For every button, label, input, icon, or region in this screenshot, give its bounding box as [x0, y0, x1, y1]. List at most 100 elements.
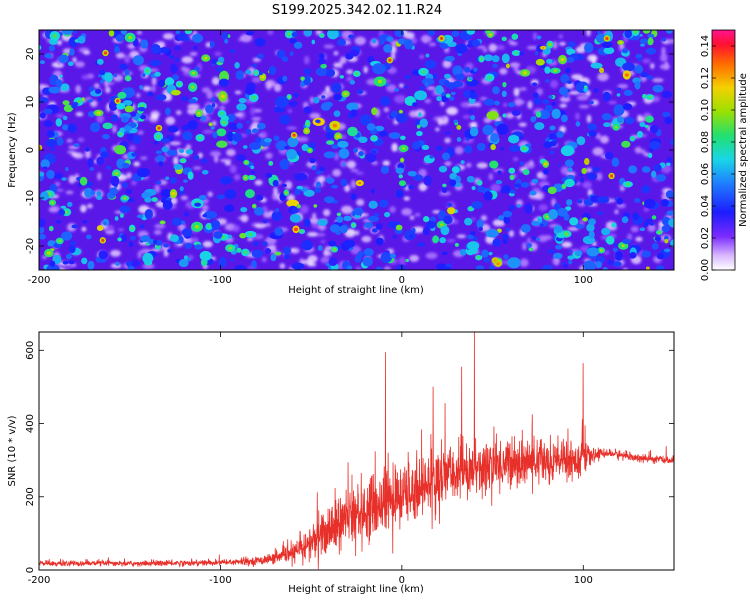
heatmap-spot [502, 210, 513, 218]
heatmap-spot [43, 108, 53, 115]
heatmap-blob [582, 181, 592, 189]
heatmap-spot [540, 223, 544, 227]
heatmap-spot [470, 231, 476, 236]
heatmap-spot [639, 34, 643, 37]
heatmap-blob [659, 63, 671, 70]
heatmap-spot [643, 221, 649, 228]
heatmap-spot [257, 122, 266, 130]
heatmap-blob [284, 180, 293, 190]
heatmap-spot [164, 77, 175, 86]
heatmap-spot [273, 135, 280, 142]
heatmap-spot [575, 121, 581, 127]
heatmap-blob [81, 226, 87, 232]
heatmap-spot [98, 250, 109, 260]
heatmap-spot [646, 75, 654, 80]
heatmap-spot [265, 172, 273, 178]
heatmap-blob [169, 141, 181, 146]
heatmap-spot [65, 166, 69, 172]
heatmap-spot [368, 200, 378, 209]
heatmap-spot [661, 198, 669, 207]
heatmap-spot [613, 243, 618, 247]
heatmap-spot [324, 196, 335, 204]
heatmap-blob [312, 212, 317, 219]
heatmap-blob [354, 36, 366, 46]
heatmap-spot [483, 257, 490, 263]
heatmap-spot [350, 109, 358, 117]
heatmap-spot [530, 116, 536, 123]
heatmap-spot [272, 179, 279, 187]
heatmap-spot-core [52, 34, 57, 38]
heatmap-blob [586, 114, 592, 124]
heatmap-spot [421, 144, 430, 150]
heatmap-spot [549, 125, 556, 131]
heatmap-spot [282, 246, 291, 255]
heatmap-spot [621, 48, 629, 54]
heatmap-blob [183, 67, 191, 73]
heatmap-spot [140, 235, 151, 243]
heatmap-spot [183, 211, 190, 217]
heatmap-blob [232, 225, 240, 232]
heatmap-spot [427, 30, 436, 37]
heatmap-spot-core [358, 181, 362, 185]
heatmap-blob [153, 229, 162, 235]
heatmap-spot [576, 136, 586, 146]
heatmap-blob [603, 250, 610, 255]
heatmap-spot-core [657, 231, 661, 234]
heatmap-spot [586, 172, 598, 181]
heatmap-spot [340, 178, 348, 187]
heatmap-blob [527, 100, 533, 109]
heatmap-blob [403, 196, 410, 201]
heatmap-spot [396, 264, 406, 270]
heatmap-blob [151, 85, 156, 93]
snr-series-line [39, 332, 674, 570]
heatmap-spot [529, 190, 537, 196]
heatmap-spot [555, 244, 563, 250]
heatmap-blob [526, 45, 538, 50]
heatmap-spot [210, 126, 215, 130]
heatmap-blob [444, 161, 452, 166]
heatmap-spot [323, 151, 336, 159]
colorbar-gradient [711, 29, 736, 271]
heatmap-blob [65, 266, 70, 270]
heatmap-spot [326, 68, 336, 77]
heatmap-blob [363, 66, 368, 74]
heatmap-spot [88, 86, 95, 92]
heatmap-blob [661, 46, 666, 56]
heatmap-spot [45, 138, 58, 148]
heatmap-blob [452, 219, 459, 225]
heatmap-spot [349, 80, 356, 85]
heatmap-spot [567, 41, 576, 48]
heatmap-spot [366, 123, 376, 131]
heatmap-spot-core [446, 94, 450, 97]
heatmap-spot [279, 114, 291, 125]
heatmap-spot [547, 186, 557, 195]
heatmap-spot-core [328, 141, 332, 144]
heatmap-spot [120, 234, 128, 243]
heatmap-blob [626, 233, 633, 241]
heatmap-blob [585, 167, 593, 173]
heatmap-blob [74, 61, 85, 68]
heatmap-spot [211, 63, 216, 67]
heatmap-spot-core [284, 191, 288, 194]
heatmap-blob [587, 54, 598, 62]
heatmap-spot-core [514, 51, 518, 55]
heatmap-spot [127, 265, 135, 270]
heatmap-spot [284, 253, 291, 260]
heatmap-spot [245, 30, 255, 36]
heatmap-blob [173, 156, 179, 166]
heatmap-y-axis: -20 -10 0 10 20 [25, 48, 674, 254]
heatmap-spot [333, 110, 341, 117]
heatmap-spot [447, 207, 456, 215]
heatmap-blob [390, 45, 397, 54]
heatmap-blob [619, 186, 625, 192]
heatmap-spot [645, 115, 654, 123]
heatmap-spot [131, 152, 138, 157]
heatmap-blob [642, 58, 651, 64]
heatmap-spot-core [147, 242, 150, 245]
heatmap-spot [666, 156, 673, 164]
heatmap-blob [124, 54, 130, 64]
heatmap-blob [558, 34, 564, 39]
heatmap-spot [378, 40, 385, 45]
heatmap-spot [398, 180, 406, 187]
heatmap-spot [502, 239, 508, 244]
